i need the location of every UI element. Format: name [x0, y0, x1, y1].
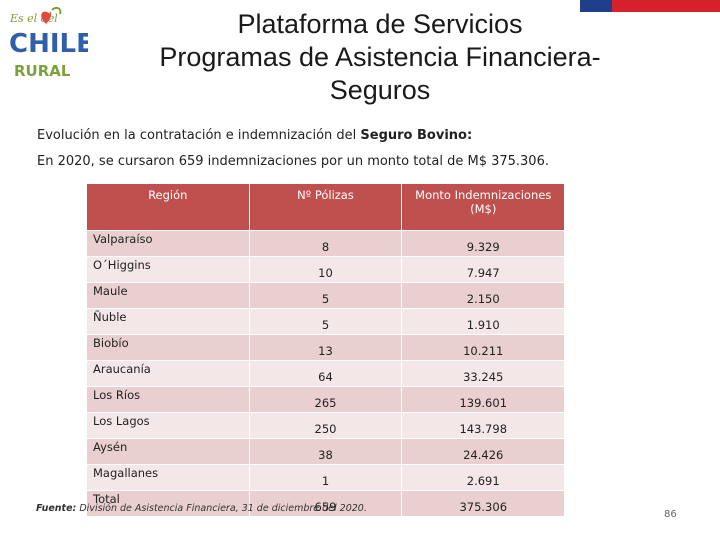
cell-amount: 10.211 [401, 334, 565, 361]
header-region: Región [86, 183, 250, 231]
logo-main-text: CHILE [9, 29, 88, 59]
insurance-table: Región Nº Pólizas Monto Indemnizaciones … [86, 183, 565, 517]
leaf-icon [51, 6, 62, 15]
cell-region: Biobío [86, 334, 250, 361]
cell-policies: 64 [248, 360, 403, 387]
cell-policies: 265 [248, 386, 403, 413]
cell-policies: 5 [248, 282, 403, 309]
intro-line-1-prefix: Evolución en la contratación e indemniza… [37, 128, 361, 143]
table-row: Magallanes 1 2.691 [86, 464, 565, 491]
intro-line-1-bold: Seguro Bovino: [360, 128, 473, 143]
table-row: Los Lagos 250 143.798 [86, 412, 565, 439]
cell-region: O´Higgins [86, 256, 250, 283]
cell-policies: 250 [248, 412, 403, 439]
table-row: Biobío 13 10.211 [86, 334, 565, 361]
title-line-1: Plataforma de Servicios [237, 9, 523, 39]
table-row: Total 659 375.306 [86, 490, 565, 517]
table-row: Maule 5 2.150 [86, 282, 565, 309]
table-row: Valparaíso 8 9.329 [86, 230, 565, 257]
cell-amount: 24.426 [401, 438, 565, 465]
cell-policies: 38 [248, 438, 403, 465]
title-line-2: Programas de Asistencia Financiera- [159, 42, 601, 72]
intro-line-1: Evolución en la contratación e indemniza… [37, 123, 697, 149]
cell-region: Aysén [86, 438, 250, 465]
cell-policies: 13 [248, 334, 403, 361]
chile-rural-logo: Es el del CHILE RURAL [9, 6, 88, 80]
flag-stripe [580, 0, 720, 12]
header-amount: Monto Indemnizaciones (M$) [401, 183, 565, 231]
flag-stripe-red [612, 0, 720, 12]
cell-amount: 143.798 [401, 412, 565, 439]
cell-amount: 9.329 [401, 230, 565, 257]
logo-sub-text: RURAL [14, 62, 71, 80]
page-title: Plataforma de Servicios Programas de Asi… [120, 8, 640, 107]
cell-policies: 1 [248, 464, 403, 491]
source-text: División de Asistencia Financiera, 31 de… [76, 503, 367, 514]
table-row: Araucanía 64 33.245 [86, 360, 565, 387]
cell-amount: 2.691 [401, 464, 565, 491]
table-body: Valparaíso 8 9.329 O´Higgins 10 7.947 Maule 5 2.… [86, 230, 565, 517]
cell-amount: 7.947 [401, 256, 565, 283]
intro-line-2: En 2020, se cursaron 659 indemnizaciones… [37, 154, 549, 169]
cell-amount: 375.306 [401, 490, 565, 517]
table-row: Los Ríos 265 139.601 [86, 386, 565, 413]
cell-amount: 1.910 [401, 308, 565, 335]
table-row: Ñuble 5 1.910 [86, 308, 565, 335]
cell-amount: 139.601 [401, 386, 565, 413]
title-line-3: Seguros [329, 75, 431, 105]
cell-amount: 33.245 [401, 360, 565, 387]
cell-policies: 10 [248, 256, 403, 283]
page-number: 86 [664, 509, 677, 520]
source-note: Fuente: División de Asistencia Financier… [36, 503, 367, 514]
cell-region: Ñuble [86, 308, 250, 335]
cell-amount: 2.150 [401, 282, 565, 309]
table-row: O´Higgins 10 7.947 [86, 256, 565, 283]
cell-region: Maule [86, 282, 250, 309]
table-header-row: Región Nº Pólizas Monto Indemnizaciones … [86, 183, 565, 231]
table-row: Aysén 38 24.426 [86, 438, 565, 465]
cell-region: Total [86, 490, 250, 517]
header-policies: Nº Pólizas [248, 183, 403, 231]
cell-policies: 5 [248, 308, 403, 335]
source-label: Fuente: [36, 503, 77, 514]
cell-region: Los Lagos [86, 412, 250, 439]
cell-region: Magallanes [86, 464, 250, 491]
cell-region: Araucanía [86, 360, 250, 387]
cell-policies: 8 [248, 230, 403, 257]
cell-policies: 659 [248, 490, 403, 517]
cell-region: Valparaíso [86, 230, 250, 257]
flag-stripe-blue [580, 0, 612, 12]
cell-region: Los Ríos [86, 386, 250, 413]
intro-text: Evolución en la contratación e indemniza… [37, 123, 697, 175]
heart-icon [41, 11, 52, 24]
